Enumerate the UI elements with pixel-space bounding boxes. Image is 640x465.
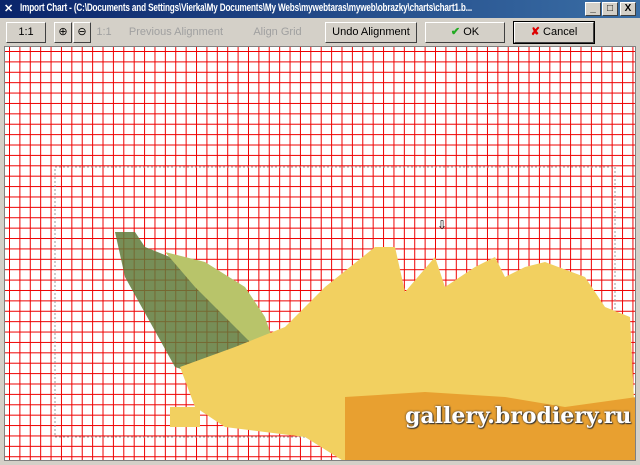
zoom-out-icon[interactable]: ⊖: [73, 22, 91, 43]
minimize-button[interactable]: _: [585, 2, 601, 16]
close-button[interactable]: X: [620, 2, 636, 16]
window-title: Import Chart - (C:\Documents and Setting…: [20, 2, 473, 14]
previous-alignment-button[interactable]: Previous Alignment: [122, 22, 230, 43]
title-bar: ✕ Import Chart - (C:\Documents and Setti…: [0, 0, 640, 18]
cursor-icon: ⇩: [437, 218, 447, 232]
chart-pattern: ⇩: [54, 166, 635, 460]
toolbar: 1:1 ⊕ ⊖ 1:1 Previous Alignment Align Gri…: [0, 19, 640, 45]
yellow-patch: [170, 407, 200, 427]
x-icon: ✘: [530, 26, 540, 38]
orange-area: [345, 392, 635, 460]
light-green-area: [165, 252, 275, 347]
maximize-button[interactable]: □: [602, 2, 618, 16]
dark-green-area: [115, 232, 265, 387]
cancel-label: Cancel: [543, 26, 578, 38]
undo-alignment-button[interactable]: Undo Alignment: [325, 22, 417, 43]
zoom-1to1-button[interactable]: 1:1: [6, 22, 46, 43]
fit-button[interactable]: 1:1: [93, 22, 115, 43]
chart-canvas[interactable]: ⇩ gallery.brodiery.ru: [4, 46, 636, 461]
app-icon: ✕: [4, 3, 14, 15]
ok-label: OK: [463, 26, 480, 38]
cancel-button[interactable]: ✘ Cancel: [513, 21, 595, 44]
check-icon: ✔: [450, 26, 461, 38]
watermark: gallery.brodiery.ru: [405, 403, 632, 429]
zoom-in-icon[interactable]: ⊕: [54, 22, 72, 43]
ok-button[interactable]: ✔ OK: [425, 22, 505, 43]
align-grid-button[interactable]: Align Grid: [240, 22, 315, 43]
